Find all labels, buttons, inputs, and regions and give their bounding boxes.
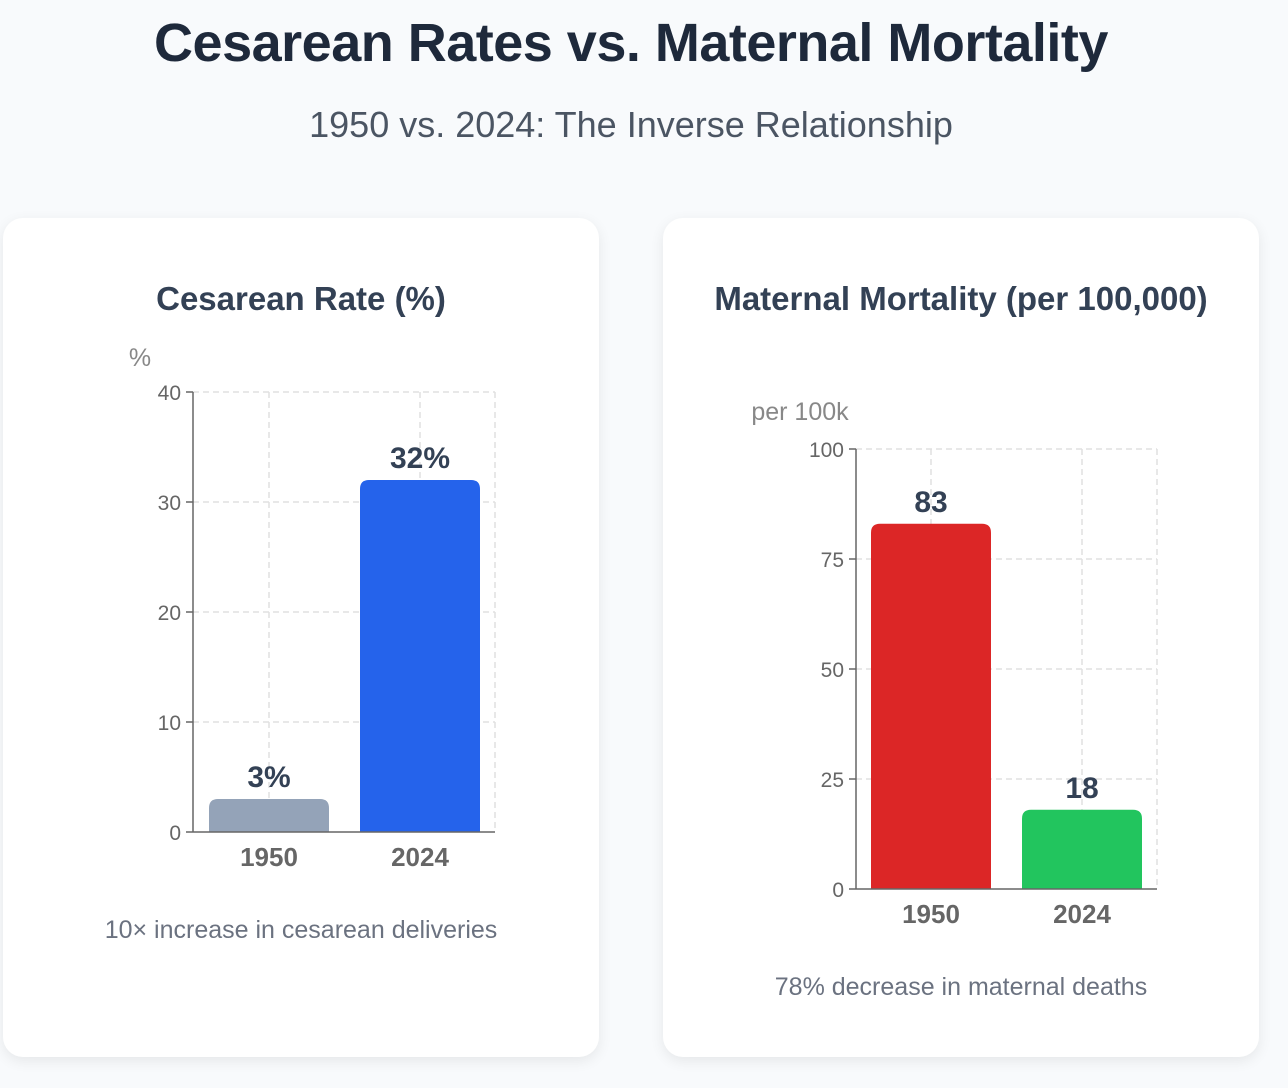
bar-value-label: 83: [914, 486, 947, 519]
y-tick-label: 20: [158, 602, 181, 625]
y-tick-label: 50: [821, 659, 844, 682]
y-axis-label: %: [129, 344, 151, 372]
x-tick-label: 1950: [240, 842, 298, 872]
bar-value-label: 3%: [247, 761, 290, 794]
page-subtitle: 1950 vs. 2024: The Inverse Relationship: [309, 104, 953, 145]
bar-1950: [871, 523, 991, 889]
page-title: Cesarean Rates vs. Maternal Mortality: [154, 13, 1108, 73]
y-tick-label: 100: [809, 439, 844, 462]
x-tick-label: 1950: [902, 899, 960, 929]
bar-2024: [1022, 809, 1142, 889]
y-tick-label: 10: [158, 712, 181, 735]
y-tick-label: 30: [158, 492, 181, 515]
cesarean-rate-card: Cesarean Rate (%) 10× increase in cesare…: [3, 218, 599, 1057]
x-tick-label: 2024: [391, 842, 449, 872]
y-tick-label: 0: [169, 822, 181, 845]
bar-1950: [209, 799, 329, 832]
chart-caption: 10× increase in cesarean deliveries: [104, 916, 498, 944]
chart-caption: 78% decrease in maternal deaths: [774, 973, 1148, 1001]
y-tick-label: 25: [821, 769, 844, 792]
bar-2024: [360, 480, 480, 832]
bar-value-label: 32%: [390, 442, 450, 475]
chart-title: Maternal Mortality (per 100,000): [714, 280, 1208, 317]
y-axis-label: per 100k: [751, 398, 849, 426]
y-tick-label: 0: [832, 879, 844, 902]
x-tick-label: 2024: [1053, 899, 1111, 929]
bar-value-label: 18: [1065, 772, 1098, 805]
y-tick-label: 75: [821, 549, 844, 572]
chart-title: Cesarean Rate (%): [156, 280, 446, 317]
y-tick-label: 40: [158, 382, 181, 405]
